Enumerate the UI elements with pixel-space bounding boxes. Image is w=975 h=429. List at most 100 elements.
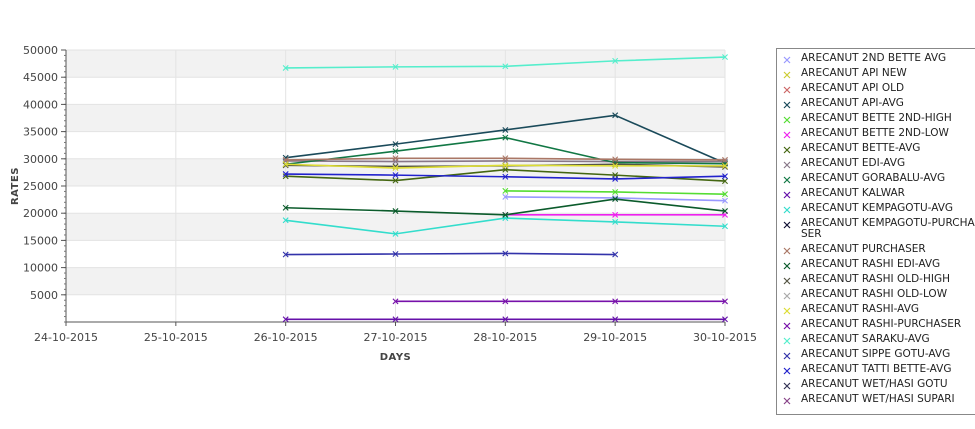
series-group (282, 171, 728, 182)
data-point-marker (502, 211, 509, 218)
legend-item: ARECANUT KEMPAGOTU-AVG (777, 203, 975, 218)
legend-marker-icon (783, 352, 791, 360)
legend-marker-icon (783, 397, 791, 405)
legend-label: ARECANUT KEMPAGOTU-AVG (801, 202, 954, 214)
legend-marker-icon (783, 131, 791, 139)
legend-marker-icon (783, 86, 791, 94)
legend-label: ARECANUT 2ND BETTE AVG (801, 52, 947, 64)
series-group (502, 187, 728, 198)
data-point-marker (392, 208, 399, 215)
data-point-marker (612, 218, 619, 225)
gridlines (65, 49, 726, 322)
data-point-marker (502, 173, 509, 180)
data-point-marker (392, 230, 399, 237)
line-chart: 5000 10000 15000 20000 25000 30000 35000 40000 4… (10, 44, 757, 363)
data-point-marker (612, 57, 619, 64)
legend-item: ARECANUT KALWAR (777, 188, 975, 203)
data-point-marker (722, 178, 728, 185)
legend-item: ARECANUT WET/HASI GOTU (777, 379, 975, 394)
x-tick-label: 28-10-2015 (473, 331, 537, 344)
legend-label: ARECANUT RASHI EDI-AVG (801, 258, 941, 270)
legend-label: ARECANUT TATTI BETTE-AVG (801, 363, 952, 375)
series-group (282, 250, 619, 258)
x-tick-label: 24-10-2015 (34, 331, 98, 344)
y-tick-label: 30000 (23, 153, 58, 166)
x-tick-label: 29-10-2015 (583, 331, 647, 344)
x-axis-title: DAYS (380, 352, 412, 363)
y-tick-label: 10000 (23, 262, 58, 275)
series-lines (282, 54, 728, 323)
y-tick-label: 45000 (23, 71, 58, 84)
y-axis-ticks: 5000 10000 15000 20000 25000 30000 35000 40000 4… (23, 44, 66, 323)
legend-label: ARECANUT GORABALU-AVG (801, 172, 946, 184)
legend-marker-icon (783, 337, 791, 345)
legend-item: ARECANUT RASHI-AVG (777, 304, 975, 319)
data-point-marker (722, 173, 728, 180)
series-group (282, 215, 728, 237)
legend-label: ARECANUT RASHI-PURCHASER (801, 318, 962, 330)
data-point-marker (612, 112, 619, 119)
data-point-marker (392, 63, 399, 70)
series-group (282, 161, 728, 172)
legend-marker-icon (783, 262, 791, 270)
data-point-marker (282, 204, 289, 211)
legend-label: ARECANUT SARAKU-AVG (801, 333, 930, 345)
legend-marker-icon (783, 176, 791, 184)
series-group (282, 54, 728, 71)
legend-item: ARECANUT API OLD (777, 83, 975, 98)
data-point-marker (282, 156, 289, 163)
data-point-marker (282, 217, 289, 224)
data-point-marker (502, 316, 509, 323)
data-point-marker (612, 156, 619, 163)
legend-marker-icon (783, 307, 791, 315)
data-point-marker (612, 251, 619, 258)
data-point-marker (282, 64, 289, 71)
data-point-marker (502, 298, 509, 305)
data-point-marker (722, 197, 728, 204)
data-point-marker (392, 177, 399, 184)
x-tick-label: 26-10-2015 (254, 331, 318, 344)
x-axis-ticks: 24-10-2015 25-10-2015 26-10-2015 27-10-2015… (34, 322, 757, 344)
series-group (502, 193, 728, 204)
data-point-marker (502, 134, 509, 141)
data-point-marker (722, 316, 728, 323)
data-point-marker (612, 298, 619, 305)
legend-label: ARECANUT WET/HASI GOTU (801, 378, 948, 390)
legend-item: ARECANUT GORABALU-AVG (777, 173, 975, 188)
legend-label: ARECANUT SIPPE GOTU-AVG (801, 348, 951, 360)
legend-label: ARECANUT PURCHASER (801, 243, 926, 255)
data-point-marker (612, 196, 619, 203)
data-point-marker (612, 211, 619, 218)
data-point-marker (392, 298, 399, 305)
legend-item: ARECANUT PURCHASER (777, 244, 975, 259)
legend-label: ARECANUT RASHI OLD-LOW (801, 288, 948, 300)
x-tick-label: 30-10-2015 (693, 331, 757, 344)
legend-label: ARECANUT WET/HASI SUPARI (801, 393, 955, 405)
data-point-marker (502, 193, 509, 200)
y-tick-label: 50000 (23, 44, 58, 57)
legend-item: ARECANUT API NEW (777, 68, 975, 83)
data-point-marker (282, 161, 289, 168)
data-point-marker (722, 162, 728, 169)
legend-label: ARECANUT RASHI OLD-HIGH (801, 273, 950, 285)
legend-label: ARECANUT API-AVG (801, 97, 904, 109)
data-point-marker (722, 298, 728, 305)
data-point-marker (612, 316, 619, 323)
legend-marker-icon (783, 247, 791, 255)
data-point-marker (392, 141, 399, 148)
legend-label: ARECANUT API OLD (801, 82, 905, 94)
legend-item: ARECANUT BETTE-AVG (777, 143, 975, 158)
legend-item: ARECANUT API-AVG (777, 98, 975, 113)
data-point-marker (282, 316, 289, 323)
series-group (282, 316, 728, 323)
legend-label: ARECANUT RASHI-AVG (801, 303, 920, 315)
legend-marker-icon (783, 382, 791, 390)
legend-marker-icon (783, 116, 791, 124)
x-tick-label: 27-10-2015 (364, 331, 428, 344)
data-point-marker (392, 251, 399, 257)
data-point-marker (722, 156, 728, 163)
y-tick-label: 25000 (23, 180, 58, 193)
data-point-marker (722, 191, 728, 198)
series-group (282, 196, 728, 218)
data-point-marker (392, 148, 399, 155)
